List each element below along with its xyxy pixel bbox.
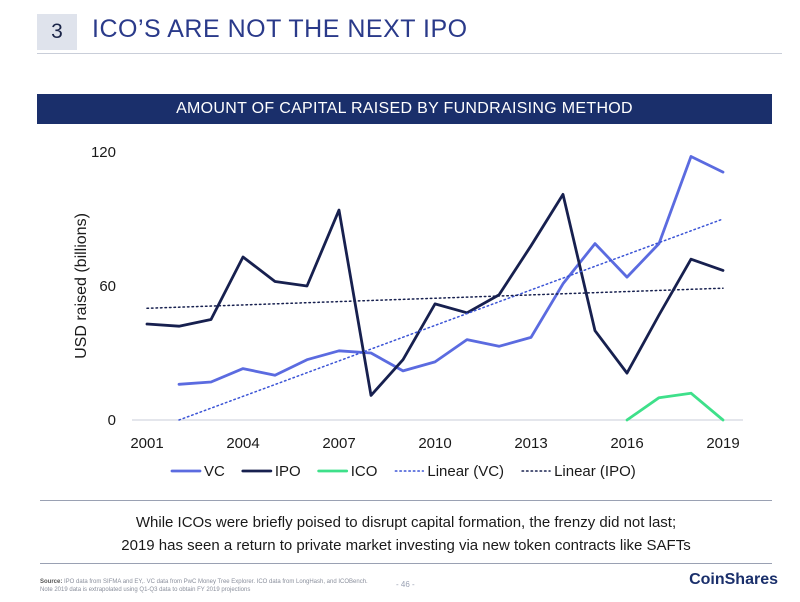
caption-bottom-rule xyxy=(40,563,772,564)
page-number: - 46 - xyxy=(396,580,415,589)
slide-number: 3 xyxy=(37,14,77,50)
x-tick-label: 2016 xyxy=(610,435,643,452)
source-label: Source: xyxy=(40,579,63,585)
source-text: IPO data from SIFMA and EY,. VC data fro… xyxy=(40,579,368,593)
legend-label: ICO xyxy=(351,463,378,480)
y-axis-label: USD raised (billions) xyxy=(73,213,90,359)
source-note: Source: IPO data from SIFMA and EY,. VC … xyxy=(40,578,370,594)
x-tick-label: 2004 xyxy=(226,435,259,452)
y-tick-label: 120 xyxy=(91,144,116,161)
x-tick-label: 2013 xyxy=(514,435,547,452)
x-tick-label: 2010 xyxy=(418,435,451,452)
slide-title: ICO’S ARE NOT THE NEXT IPO xyxy=(92,15,468,43)
series-line-ipo xyxy=(145,193,725,397)
caption-line-2: 2019 has seen a return to private market… xyxy=(121,537,691,554)
chart-legend: VC IPO ICO Linear (VC) Linear (IPO) xyxy=(170,463,636,480)
title-divider xyxy=(37,53,782,54)
x-tick-label: 2019 xyxy=(706,435,739,452)
y-tick-label: 0 xyxy=(108,412,116,429)
series-line-vc xyxy=(177,155,725,386)
y-tick-label: 60 xyxy=(99,278,116,295)
x-tick-label: 2001 xyxy=(130,435,163,452)
series-line-linear-vc xyxy=(178,218,724,421)
chart-banner-title: AMOUNT OF CAPITAL RAISED BY FUNDRAISING … xyxy=(37,94,772,124)
coinshares-logo: CoinShares xyxy=(689,571,778,588)
series-line-linear-ipo xyxy=(146,287,724,310)
capital-raised-chart: 2001 2004 2007 2010 2013 2016 2019 0 60 120 USD ra… xyxy=(73,144,743,480)
chart-axes: 2001 2004 2007 2010 2013 2016 2019 0 60 120 USD ra… xyxy=(73,144,743,452)
caption-line-1: While ICOs were briefly poised to disrup… xyxy=(135,514,677,531)
caption-top-rule xyxy=(40,500,772,501)
legend-label: IPO xyxy=(275,463,301,480)
series-line-ico xyxy=(625,391,725,422)
legend-label: Linear (VC) xyxy=(427,463,504,480)
legend-label: Linear (IPO) xyxy=(554,463,636,480)
x-tick-label: 2007 xyxy=(322,435,355,452)
legend-label: VC xyxy=(204,463,225,480)
chart-lines xyxy=(145,155,725,422)
